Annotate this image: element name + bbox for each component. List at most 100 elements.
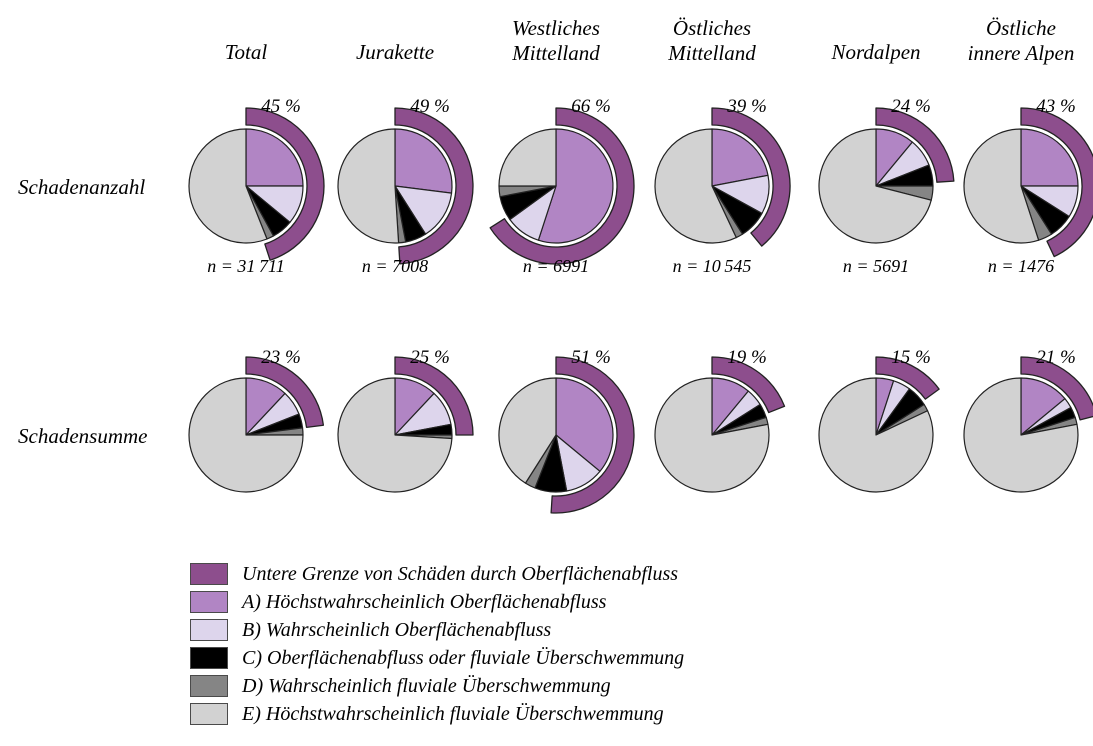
row-label-schadensumme: Schadensumme: [18, 424, 148, 448]
outer-lower-bound-arc: [1020, 356, 1093, 421]
pie-slice-E: [337, 377, 453, 493]
pie-svg: [188, 107, 325, 261]
outer-lower-bound-arc: [245, 107, 325, 261]
outer-lower-bound-arc: [550, 356, 635, 514]
pie-slice-E: [963, 128, 1040, 244]
percent-label-0-0: 45 %: [261, 96, 301, 117]
outer-lower-bound-arc: [1020, 107, 1093, 258]
n-label-0: n = 31 711: [207, 256, 285, 276]
pie-slice-E: [963, 377, 1079, 493]
pie-panel-0-2: [461, 91, 651, 281]
outer-lower-bound-arc: [245, 356, 325, 429]
pie-svg: [489, 107, 635, 265]
pie-svg: [188, 356, 325, 493]
pie-slice-E: [818, 377, 934, 493]
legend-swatch-B: [190, 619, 228, 641]
percent-label-1-4: 15 %: [891, 347, 931, 368]
legend-swatch-D: [190, 675, 228, 697]
pie-panel-1-2: [461, 340, 651, 530]
pie-slice-A: [394, 128, 453, 194]
outer-lower-bound-arc: [711, 107, 791, 247]
legend-label-lower-bound: Untere Grenze von Schäden durch Oberfläc…: [242, 563, 679, 585]
pie-svg: [337, 356, 474, 493]
column-header-0: Total: [224, 40, 268, 64]
pie-slice-E: [188, 377, 304, 493]
legend-label-E: E) Höchstwahrscheinlich fluviale Übersch…: [242, 703, 664, 725]
percent-label-1-0: 23 %: [261, 347, 301, 368]
pie-panel-0-4: [781, 91, 971, 281]
outer-lower-bound-arc: [489, 107, 635, 265]
percent-label-1-5: 21 %: [1036, 347, 1076, 368]
legend: Untere Grenze von Schäden durch Oberfläc…: [190, 560, 684, 728]
n-label-3: n = 10 545: [672, 256, 752, 276]
column-header-4: Nordalpen: [831, 40, 921, 64]
pie-slice-A: [537, 128, 614, 244]
percent-label-1-2: 51 %: [571, 347, 611, 368]
percent-label-0-1: 49 %: [410, 96, 450, 117]
percent-label-1-3: 19 %: [727, 347, 767, 368]
pie-svg: [818, 356, 940, 493]
pie-svg: [654, 107, 791, 247]
pie-svg: [498, 356, 635, 514]
pie-slice-E: [818, 128, 932, 244]
legend-swatch-lower-bound: [190, 563, 228, 585]
n-label-5: n = 1476: [987, 256, 1055, 276]
pie-panel-0-5: [926, 91, 1093, 281]
pie-panel-0-3: [617, 91, 807, 281]
pie-svg: [654, 356, 786, 493]
pie-slice-A: [1020, 128, 1079, 187]
column-header-5: Östliche innere Alpen: [967, 16, 1075, 65]
pie-slice-E: [188, 128, 268, 244]
pie-svg: [818, 107, 955, 244]
outer-lower-bound-arc: [875, 356, 940, 400]
pie-panel-0-1: [300, 91, 490, 281]
pie-panel-0-0: [151, 91, 341, 281]
n-label-2: n = 6991: [522, 256, 590, 276]
pie-slice-E: [498, 377, 557, 484]
pie-svg: [337, 107, 474, 265]
pie-panel-1-4: [781, 340, 971, 530]
percent-label-0-4: 24 %: [891, 96, 931, 117]
row-label-schadenanzahl: Schadenanzahl: [18, 175, 146, 199]
pie-slice-E: [337, 128, 400, 244]
pie-slice-A: [555, 377, 614, 472]
pie-slice-E: [654, 377, 770, 493]
pie-slice-A: [711, 128, 769, 187]
pie-svg: [963, 107, 1093, 258]
legend-item-B: B) Wahrscheinlich Oberflächenabfluss: [190, 616, 684, 644]
outer-lower-bound-arc: [394, 107, 474, 265]
legend-swatch-A: [190, 591, 228, 613]
legend-item-C: C) Oberflächenabfluss oder fluviale Über…: [190, 644, 684, 672]
pie-slice-E: [654, 128, 737, 244]
column-header-2: Westliches Mittelland: [512, 16, 600, 65]
legend-item-A: A) Höchstwahrscheinlich Oberflächenabflu…: [190, 588, 684, 616]
pie-panel-1-0: [151, 340, 341, 530]
column-header-1: Jurakette: [355, 40, 435, 64]
column-header-3: Östliches Mittelland: [668, 16, 756, 65]
legend-item-lower-bound: Untere Grenze von Schäden durch Oberfläc…: [190, 560, 684, 588]
outer-lower-bound-arc: [875, 107, 955, 183]
legend-label-A: A) Höchstwahrscheinlich Oberflächenabflu…: [242, 591, 607, 613]
pie-panel-1-3: [617, 340, 807, 530]
pie-svg: [963, 356, 1093, 493]
n-label-1: n = 7008: [361, 256, 429, 276]
legend-swatch-C: [190, 647, 228, 669]
pie-panel-1-1: [300, 340, 490, 530]
legend-label-C: C) Oberflächenabfluss oder fluviale Über…: [242, 647, 685, 669]
outer-lower-bound-arc: [394, 356, 474, 436]
outer-lower-bound-arc: [711, 356, 786, 414]
pie-slice-E: [498, 128, 557, 187]
percent-label-0-2: 66 %: [571, 96, 611, 117]
legend-label-D: D) Wahrscheinlich fluviale Überschwemmun…: [242, 675, 611, 697]
pie-panel-1-5: [926, 340, 1093, 530]
percent-label-0-5: 43 %: [1036, 96, 1076, 117]
percent-label-0-3: 39 %: [727, 96, 767, 117]
pie-slice-A: [245, 128, 304, 187]
n-label-4: n = 5691: [842, 256, 910, 276]
percent-label-1-1: 25 %: [410, 347, 450, 368]
legend-item-E: E) Höchstwahrscheinlich fluviale Übersch…: [190, 700, 684, 728]
legend-swatch-E: [190, 703, 228, 725]
legend-label-B: B) Wahrscheinlich Oberflächenabfluss: [242, 619, 552, 641]
legend-item-D: D) Wahrscheinlich fluviale Überschwemmun…: [190, 672, 684, 700]
